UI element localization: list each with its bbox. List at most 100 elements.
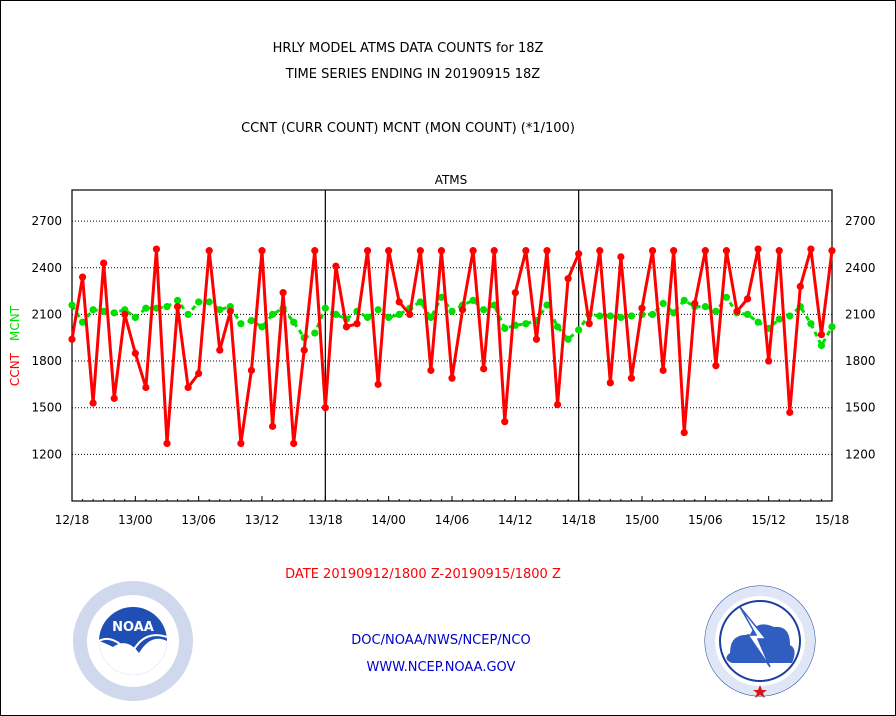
data-point-mcnt — [184, 310, 192, 318]
data-point-ccnt — [205, 247, 213, 255]
data-point-ccnt — [490, 247, 498, 255]
data-point-ccnt — [606, 379, 614, 387]
nws-logo — [704, 585, 816, 698]
x-tick-label: 15/00 — [625, 513, 660, 527]
data-point-ccnt — [216, 346, 224, 354]
data-point-mcnt — [627, 312, 636, 320]
data-point-ccnt — [786, 408, 794, 416]
data-point-ccnt — [78, 273, 87, 281]
x-tick-label: 12/18 — [55, 513, 90, 527]
data-point-ccnt — [828, 247, 836, 255]
data-point-ccnt — [353, 320, 361, 328]
footer-url[interactable]: WWW.NCEP.NOAA.GOV — [367, 660, 516, 675]
data-point-mcnt — [754, 318, 762, 326]
data-point-ccnt — [543, 247, 551, 255]
data-point-ccnt — [121, 310, 129, 318]
data-point-mcnt — [68, 301, 76, 309]
data-point-mcnt — [100, 307, 108, 315]
data-point-ccnt — [311, 247, 319, 255]
data-point-ccnt — [648, 247, 657, 255]
data-point-ccnt — [575, 250, 583, 258]
y-tick-label: 1500 — [31, 401, 62, 415]
data-point-mcnt — [395, 310, 403, 318]
footer-org: DOC/NOAA/NWS/NCEP/NCO — [351, 633, 530, 648]
data-point-ccnt — [195, 369, 203, 378]
data-point-mcnt — [680, 296, 688, 305]
data-point-mcnt — [659, 299, 667, 308]
data-point-ccnt — [564, 275, 572, 283]
x-tick-label: 15/12 — [751, 513, 786, 527]
data-point-ccnt — [163, 439, 171, 448]
y-tick-label: 2400 — [31, 261, 62, 275]
data-point-mcnt — [469, 296, 477, 305]
noaa-logo-text: NOAA — [112, 620, 154, 635]
chart-title-line-1: HRLY MODEL ATMS DATA COUNTS for 18Z — [273, 41, 544, 56]
x-tick-label: 15/18 — [815, 513, 850, 527]
y-tick-label: 1500 — [845, 401, 876, 415]
data-point-ccnt — [342, 323, 351, 331]
data-point-ccnt — [585, 320, 593, 328]
x-tick-label: 13/12 — [245, 513, 280, 527]
y-tick-label: 2400 — [845, 261, 876, 275]
noaa-bird-icon — [99, 638, 167, 675]
data-point-ccnt — [173, 303, 182, 311]
data-point-ccnt — [458, 306, 467, 314]
data-point-ccnt — [332, 262, 340, 270]
data-point-mcnt — [722, 293, 731, 301]
y-tick-label: 2100 — [845, 307, 876, 321]
data-point-mcnt — [258, 323, 266, 331]
data-point-mcnt — [268, 310, 277, 318]
y-tick-label: 2100 — [31, 307, 62, 321]
series-ccnt — [68, 245, 836, 448]
data-point-ccnt — [532, 335, 541, 343]
data-point-mcnt — [78, 318, 87, 326]
noaa-logo-ring — [73, 581, 193, 701]
data-point-ccnt — [775, 247, 783, 255]
data-point-ccnt — [659, 366, 667, 374]
data-point-ccnt — [469, 247, 477, 255]
data-point-mcnt — [163, 303, 171, 311]
data-point-mcnt — [89, 306, 97, 314]
data-point-mcnt — [828, 323, 836, 331]
y-tick-label: 2700 — [845, 214, 876, 228]
data-point-mcnt — [670, 309, 678, 317]
y-axis-left-ticks: 1200 1500 1800 2100 2400 2700 — [31, 214, 62, 461]
y-axis-label-mcnt: MCNT — [8, 305, 22, 341]
x-tick-label: 14/06 — [435, 513, 470, 527]
y-axis-label: CCNT MCNT — [8, 305, 22, 386]
data-point-mcnt — [501, 324, 509, 332]
data-point-ccnt — [743, 295, 752, 303]
data-point-mcnt — [575, 326, 583, 334]
data-point-mcnt — [374, 306, 382, 314]
data-point-ccnt — [701, 247, 709, 255]
data-point-mcnt — [480, 306, 488, 314]
data-point-ccnt — [131, 349, 139, 357]
data-point-ccnt — [237, 439, 245, 448]
data-point-ccnt — [754, 245, 762, 253]
data-point-ccnt — [627, 374, 636, 382]
y-tick-label: 1200 — [31, 447, 62, 461]
data-point-mcnt — [321, 304, 329, 312]
data-point-mcnt — [237, 320, 245, 328]
panel-label: ATMS — [435, 173, 468, 187]
data-point-mcnt — [564, 335, 572, 343]
data-point-ccnt — [691, 299, 699, 308]
data-point-mcnt — [416, 298, 424, 306]
data-point-ccnt — [406, 310, 414, 318]
x-axis-label: DATE 20190912/1800 Z-20190915/1800 Z — [285, 567, 561, 582]
data-point-mcnt — [817, 341, 826, 350]
noaa-logo: NOAA — [73, 581, 193, 701]
series-mcnt — [68, 293, 836, 350]
y-tick-label: 1200 — [845, 447, 876, 461]
lightning-icon — [739, 606, 771, 668]
data-point-mcnt — [205, 298, 213, 306]
data-point-mcnt — [712, 307, 720, 315]
data-point-ccnt — [733, 307, 741, 315]
data-point-ccnt — [670, 247, 678, 255]
data-point-ccnt — [290, 439, 298, 448]
data-point-mcnt — [743, 310, 752, 318]
data-point-ccnt — [374, 380, 382, 388]
x-tick-label: 13/18 — [308, 513, 343, 527]
data-point-ccnt — [110, 394, 118, 402]
data-point-ccnt — [522, 247, 530, 255]
